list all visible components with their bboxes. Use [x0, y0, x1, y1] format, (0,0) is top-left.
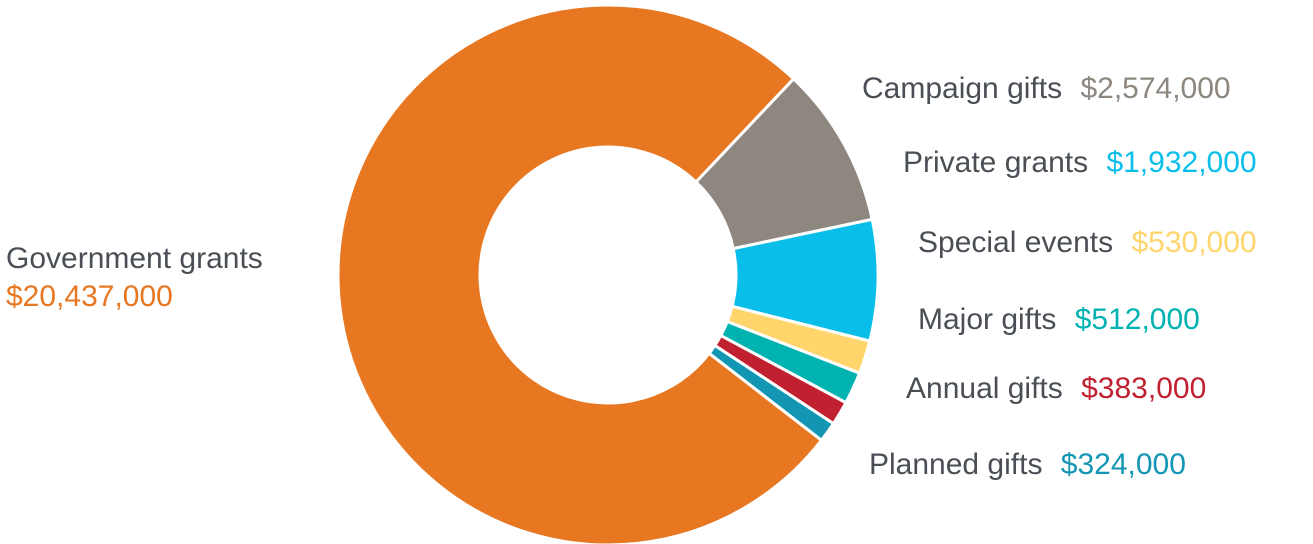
slice-label-government-grants-name: Government grants	[6, 242, 263, 275]
slice-label-major-gifts-name: Major gifts	[918, 303, 1056, 336]
slice-labels: Government grants $20,437,000 Campaign g…	[6, 72, 1257, 481]
slice-label-annual-gifts-value: $383,000	[1081, 372, 1206, 405]
slice-label-special-events-value: $530,000	[1131, 226, 1256, 259]
slice-government-grants	[336, 3, 823, 544]
slice-label-annual-gifts: Annual gifts $383,000	[906, 372, 1206, 405]
slice-label-major-gifts-value: $512,000	[1075, 303, 1200, 336]
slice-label-annual-gifts-name: Annual gifts	[906, 372, 1063, 405]
slice-label-special-events-name: Special events	[918, 226, 1113, 259]
slice-label-planned-gifts: Planned gifts $324,000	[869, 448, 1186, 481]
donut-slices	[336, 3, 880, 544]
slice-label-government-grants-value: $20,437,000	[6, 280, 173, 313]
slice-label-planned-gifts-value: $324,000	[1061, 448, 1186, 481]
slice-label-special-events: Special events $530,000	[918, 226, 1257, 259]
slice-label-major-gifts: Major gifts $512,000	[918, 303, 1200, 336]
slice-label-private-grants-name: Private grants	[903, 146, 1088, 179]
slice-label-private-grants: Private grants $1,932,000	[903, 146, 1257, 179]
slice-label-private-grants-value: $1,932,000	[1106, 146, 1256, 179]
slice-label-campaign-gifts-name: Campaign gifts	[862, 72, 1062, 105]
slice-label-campaign-gifts: Campaign gifts $2,574,000	[862, 72, 1231, 105]
slice-label-planned-gifts-name: Planned gifts	[869, 448, 1042, 481]
slice-label-campaign-gifts-value: $2,574,000	[1080, 72, 1230, 105]
